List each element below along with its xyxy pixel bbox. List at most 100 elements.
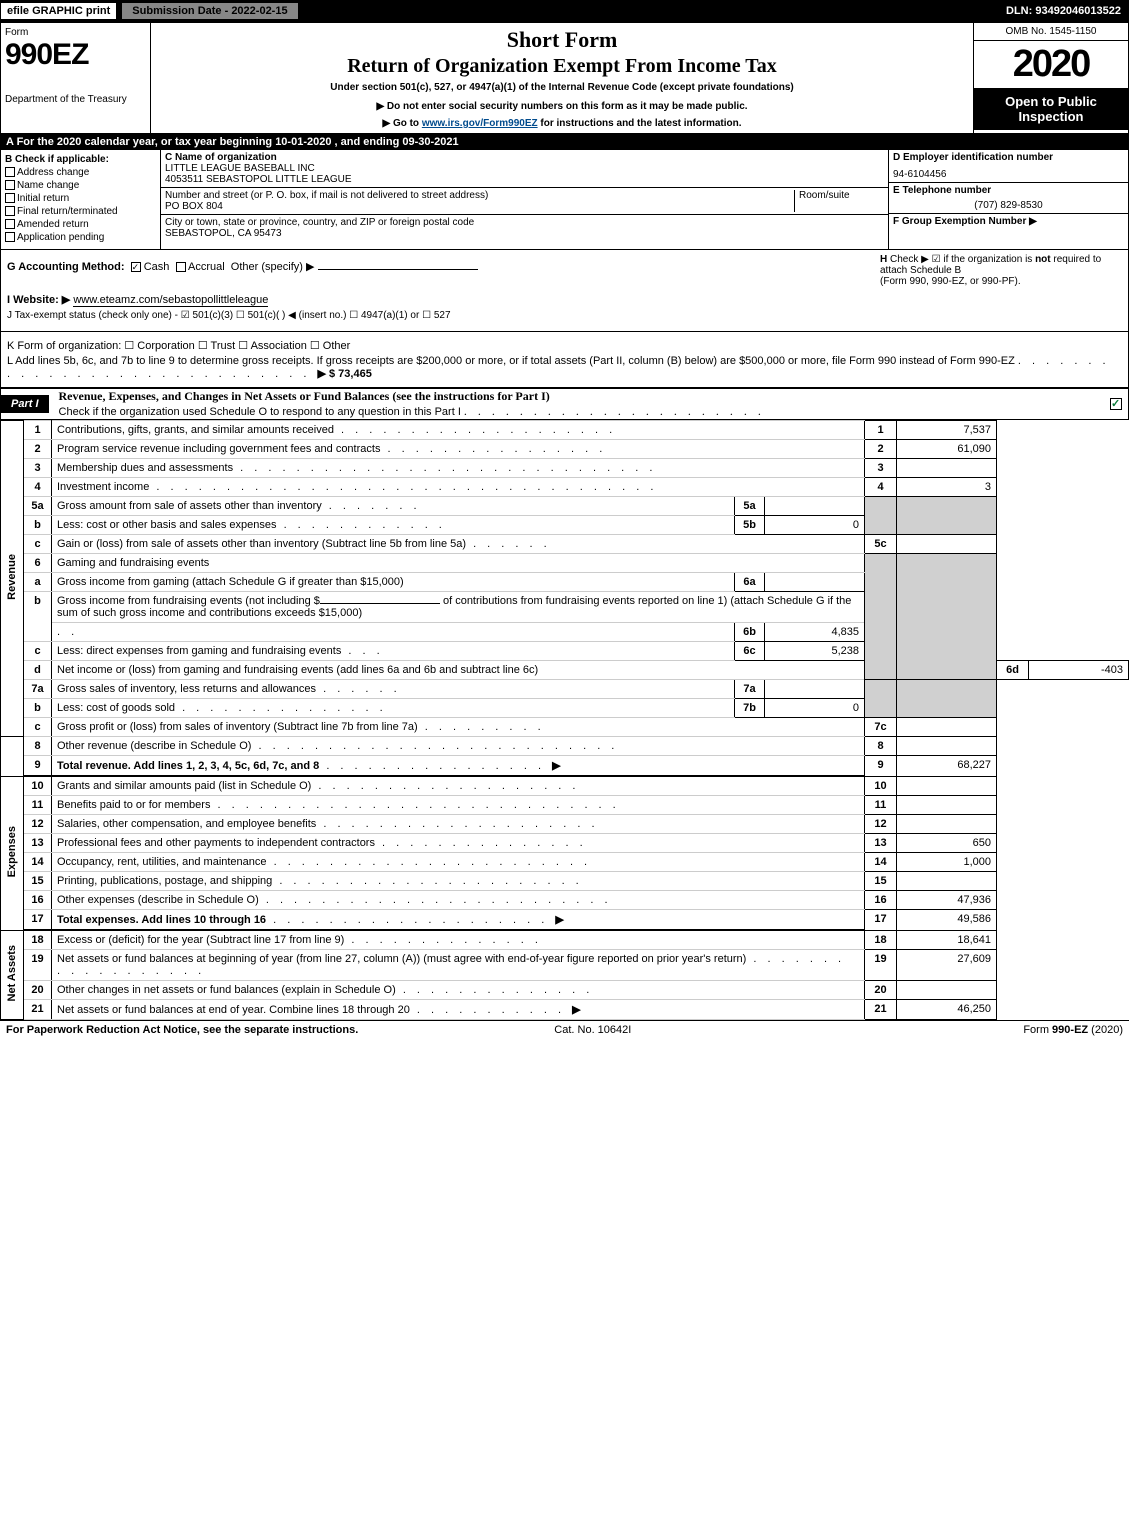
checkbox-icon <box>5 180 15 190</box>
line-9-value: 68,227 <box>897 756 997 777</box>
street-value: PO BOX 804 <box>165 201 794 212</box>
city-label: City or town, state or province, country… <box>165 217 884 228</box>
check-initial-return[interactable]: Initial return <box>5 193 156 204</box>
section-def: D Employer identification number 94-6104… <box>888 150 1128 249</box>
table-row: 16 Other expenses (describe in Schedule … <box>1 891 1129 910</box>
open-to-public: Open to Public Inspection <box>974 88 1128 130</box>
line-19-value: 27,609 <box>897 950 997 981</box>
submission-date-chip: Submission Date - 2022-02-15 <box>121 2 298 20</box>
form-number-block: Form 990EZ Department of the Treasury <box>1 23 151 133</box>
table-row: 5a Gross amount from sale of assets othe… <box>1 497 1129 516</box>
schedule-o-checkbox-icon[interactable] <box>1110 398 1122 410</box>
street-label: Number and street (or P. O. box, if mail… <box>165 190 794 201</box>
line-16-value: 47,936 <box>897 891 997 910</box>
line-7c-value <box>897 718 997 737</box>
section-b-checkboxes: B Check if applicable: Address change Na… <box>1 150 161 249</box>
org-info-grid: B Check if applicable: Address change Na… <box>0 150 1129 250</box>
contributions-input[interactable] <box>320 603 440 604</box>
net-assets-side-label: Net Assets <box>1 930 24 1020</box>
paperwork-notice: For Paperwork Reduction Act Notice, see … <box>6 1024 358 1036</box>
part-i-table: Revenue 1 Contributions, gifts, grants, … <box>0 420 1129 1020</box>
check-name-change[interactable]: Name change <box>5 180 156 191</box>
line-12-value <box>897 815 997 834</box>
org-name-2: 4053511 SEBASTOPOL LITTLE LEAGUE <box>165 174 884 185</box>
table-row: c Gain or (loss) from sale of assets oth… <box>1 535 1129 554</box>
table-row: 15 Printing, publications, postage, and … <box>1 872 1129 891</box>
expenses-side-label: Expenses <box>1 776 24 930</box>
line-6c-value: 5,238 <box>765 642 865 661</box>
table-row: 9 Total revenue. Add lines 1, 2, 3, 4, 5… <box>1 756 1129 777</box>
table-row: Net Assets 18 Excess or (deficit) for th… <box>1 930 1129 950</box>
ein-value: 94-6104456 <box>893 169 1124 180</box>
ein-label: D Employer identification number <box>893 152 1124 163</box>
table-row: Revenue 1 Contributions, gifts, grants, … <box>1 421 1129 440</box>
form-header: Form 990EZ Department of the Treasury Sh… <box>0 22 1129 134</box>
check-address-change[interactable]: Address change <box>5 167 156 178</box>
table-row: Expenses 10 Grants and similar amounts p… <box>1 776 1129 796</box>
goto-prefix: ▶ Go to <box>382 118 421 129</box>
irs-link[interactable]: www.irs.gov/Form990EZ <box>422 118 538 129</box>
line-8-value <box>897 737 997 756</box>
section-h: H Check ▶ ☑ if the organization is not r… <box>880 254 1120 287</box>
checkbox-accrual-icon[interactable] <box>176 262 186 272</box>
checkbox-icon <box>5 167 15 177</box>
line-1-value: 7,537 <box>897 421 997 440</box>
check-amended-return[interactable]: Amended return <box>5 219 156 230</box>
ssn-note: ▶ Do not enter social security numbers o… <box>155 101 969 112</box>
line-5b-value: 0 <box>765 516 865 535</box>
telephone-label: E Telephone number <box>893 185 1124 196</box>
check-if-applicable-label: B Check if applicable: <box>5 154 156 165</box>
form-number: 990EZ <box>5 38 146 72</box>
line-21-value: 46,250 <box>897 1000 997 1020</box>
checkbox-icon <box>5 219 15 229</box>
line-3-value <box>897 459 997 478</box>
line-20-value <box>897 981 997 1000</box>
goto-note: ▶ Go to www.irs.gov/Form990EZ for instru… <box>155 118 969 129</box>
section-j-tax-exempt: J Tax-exempt status (check only one) - ☑… <box>7 310 1122 321</box>
checkbox-icon <box>5 193 15 203</box>
table-row: 4 Investment income . . . . . . . . . . … <box>1 478 1129 497</box>
table-row: c Gross profit or (loss) from sales of i… <box>1 718 1129 737</box>
table-row: 13 Professional fees and other payments … <box>1 834 1129 853</box>
table-row: 6 Gaming and fundraising events <box>1 554 1129 573</box>
website-url: www.eteamz.com/sebastopollittleleague <box>73 294 268 307</box>
section-c-org: C Name of organization LITTLE LEAGUE BAS… <box>161 150 888 249</box>
line-4-value: 3 <box>897 478 997 497</box>
tax-year: 2020 <box>974 41 1128 88</box>
revenue-side-label: Revenue <box>1 421 24 737</box>
line-18-value: 18,641 <box>897 930 997 950</box>
line-7a-value <box>765 680 865 699</box>
check-final-return[interactable]: Final return/terminated <box>5 206 156 217</box>
line-5a-value <box>765 497 865 516</box>
table-row: 21 Net assets or fund balances at end of… <box>1 1000 1129 1020</box>
telephone-value: (707) 829-8530 <box>893 200 1124 211</box>
group-exemption-label: F Group Exemption Number ▶ <box>893 216 1124 227</box>
table-row: 7a Gross sales of inventory, less return… <box>1 680 1129 699</box>
checkbox-icon <box>5 206 15 216</box>
dln-label: DLN: 93492046013522 <box>998 3 1129 19</box>
section-ghij: H Check ▶ ☑ if the organization is not r… <box>0 250 1129 332</box>
title-block: Short Form Return of Organization Exempt… <box>151 23 973 133</box>
efile-print-button[interactable]: efile GRAPHIC print <box>0 2 117 20</box>
part-i-title: Revenue, Expenses, and Changes in Net As… <box>49 389 765 419</box>
table-row: 12 Salaries, other compensation, and emp… <box>1 815 1129 834</box>
line-2-value: 61,090 <box>897 440 997 459</box>
room-suite-label: Room/suite <box>794 190 884 212</box>
other-specify-input[interactable] <box>318 269 478 270</box>
omb-number: OMB No. 1545-1150 <box>974 23 1128 41</box>
line-13-value: 650 <box>897 834 997 853</box>
org-name-label: C Name of organization <box>165 152 884 163</box>
treasury-dept-label: Department of the Treasury <box>5 94 146 105</box>
table-row: 19 Net assets or fund balances at beginn… <box>1 950 1129 981</box>
line-10-value <box>897 776 997 796</box>
line-17-value: 49,586 <box>897 910 997 931</box>
table-row: 8 Other revenue (describe in Schedule O)… <box>1 737 1129 756</box>
checkbox-cash-icon[interactable] <box>131 262 141 272</box>
check-application-pending[interactable]: Application pending <box>5 232 156 243</box>
section-l-gross-receipts: L Add lines 5b, 6c, and 7b to line 9 to … <box>7 355 1122 380</box>
omb-year-block: OMB No. 1545-1150 2020 Open to Public In… <box>973 23 1128 133</box>
table-row: 2 Program service revenue including gove… <box>1 440 1129 459</box>
page-footer: For Paperwork Reduction Act Notice, see … <box>0 1020 1129 1039</box>
org-name-1: LITTLE LEAGUE BASEBALL INC <box>165 163 884 174</box>
short-form-title: Short Form <box>155 27 969 53</box>
